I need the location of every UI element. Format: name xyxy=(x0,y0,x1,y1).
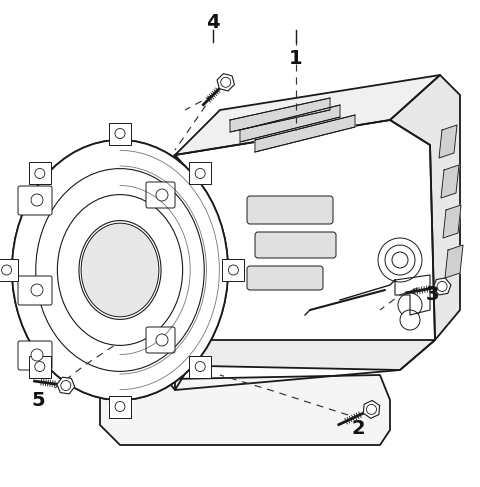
FancyBboxPatch shape xyxy=(0,259,18,281)
Circle shape xyxy=(392,252,408,268)
Circle shape xyxy=(385,245,415,275)
Circle shape xyxy=(156,334,168,346)
FancyBboxPatch shape xyxy=(18,186,52,215)
Circle shape xyxy=(195,361,205,372)
Polygon shape xyxy=(390,75,460,340)
FancyBboxPatch shape xyxy=(29,163,51,185)
Text: 1: 1 xyxy=(289,49,303,68)
Polygon shape xyxy=(433,278,451,295)
Polygon shape xyxy=(443,205,461,238)
Polygon shape xyxy=(57,377,75,394)
Circle shape xyxy=(115,401,125,412)
Circle shape xyxy=(115,129,125,138)
FancyBboxPatch shape xyxy=(247,196,333,224)
Polygon shape xyxy=(240,105,340,142)
Polygon shape xyxy=(217,74,234,91)
Text: 3: 3 xyxy=(425,285,439,304)
FancyBboxPatch shape xyxy=(255,232,336,258)
Ellipse shape xyxy=(36,169,204,372)
Circle shape xyxy=(31,194,43,206)
Ellipse shape xyxy=(12,140,228,400)
Polygon shape xyxy=(175,155,185,390)
Circle shape xyxy=(61,380,71,391)
Text: 5: 5 xyxy=(31,391,45,410)
FancyBboxPatch shape xyxy=(29,356,51,377)
FancyBboxPatch shape xyxy=(146,182,175,208)
Polygon shape xyxy=(395,275,430,315)
FancyBboxPatch shape xyxy=(18,341,52,370)
Ellipse shape xyxy=(79,221,161,319)
Polygon shape xyxy=(100,375,390,445)
Polygon shape xyxy=(175,75,440,155)
FancyBboxPatch shape xyxy=(109,395,131,417)
Circle shape xyxy=(378,238,422,282)
FancyBboxPatch shape xyxy=(146,327,175,353)
FancyBboxPatch shape xyxy=(247,266,323,290)
Polygon shape xyxy=(255,115,355,152)
Circle shape xyxy=(400,310,420,330)
Circle shape xyxy=(35,361,45,372)
Polygon shape xyxy=(155,340,435,370)
Circle shape xyxy=(31,349,43,361)
Ellipse shape xyxy=(81,223,159,317)
Polygon shape xyxy=(439,125,457,158)
Polygon shape xyxy=(363,400,380,418)
Polygon shape xyxy=(155,120,435,390)
Circle shape xyxy=(156,189,168,201)
Circle shape xyxy=(398,293,422,317)
Circle shape xyxy=(437,281,447,291)
FancyBboxPatch shape xyxy=(18,276,52,305)
Circle shape xyxy=(228,265,239,275)
Ellipse shape xyxy=(58,195,182,345)
Circle shape xyxy=(195,169,205,178)
FancyBboxPatch shape xyxy=(189,163,211,185)
Circle shape xyxy=(367,404,376,414)
FancyBboxPatch shape xyxy=(189,356,211,377)
FancyBboxPatch shape xyxy=(222,259,244,281)
Polygon shape xyxy=(230,98,330,132)
Polygon shape xyxy=(445,245,463,278)
Ellipse shape xyxy=(12,140,228,400)
Text: 2: 2 xyxy=(351,418,365,437)
Circle shape xyxy=(1,265,12,275)
Circle shape xyxy=(221,77,231,87)
Circle shape xyxy=(35,169,45,178)
Circle shape xyxy=(31,284,43,296)
Text: 4: 4 xyxy=(206,13,220,32)
Polygon shape xyxy=(441,165,459,198)
FancyBboxPatch shape xyxy=(109,123,131,145)
